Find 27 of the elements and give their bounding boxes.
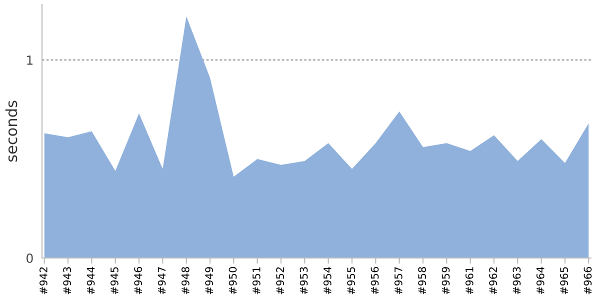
x-tick-label: #943 [63,267,72,294]
x-tick-label: #956 [370,266,379,294]
x-tick-label: #945 [110,267,118,294]
x-tick-label: #951 [252,267,260,294]
x-tick-label: #957 [394,267,402,294]
x-tick-label: #958 [418,267,426,294]
x-tick-label: #953 [300,267,308,294]
x-tick-label: #949 [205,267,214,294]
x-tick-label: #964 [536,266,544,294]
x-tick-label: #965 [560,267,568,294]
x-tick-label: #944 [86,266,95,294]
x-tick-label: #952 [276,267,284,294]
x-tick-label: #961 [465,267,474,294]
x-tick-label: #955 [347,267,356,294]
x-tick-label: #942 [40,267,48,294]
x-tick-label: #966 [584,266,592,294]
x-tick-label: #962 [489,267,497,294]
x-tick-label: #963 [512,267,521,294]
x-tick-label: #946 [134,266,142,294]
y-tick-label: 1 [27,56,33,65]
x-tick-label: #959 [442,267,450,294]
x-tick-label: #954 [323,266,332,294]
x-tick-label: #947 [158,267,166,294]
y-axis-title: seconds [5,100,18,162]
x-tick-label: #950 [228,267,237,294]
y-tick-label: 0 [26,253,33,263]
x-tick-label: #948 [181,267,190,294]
